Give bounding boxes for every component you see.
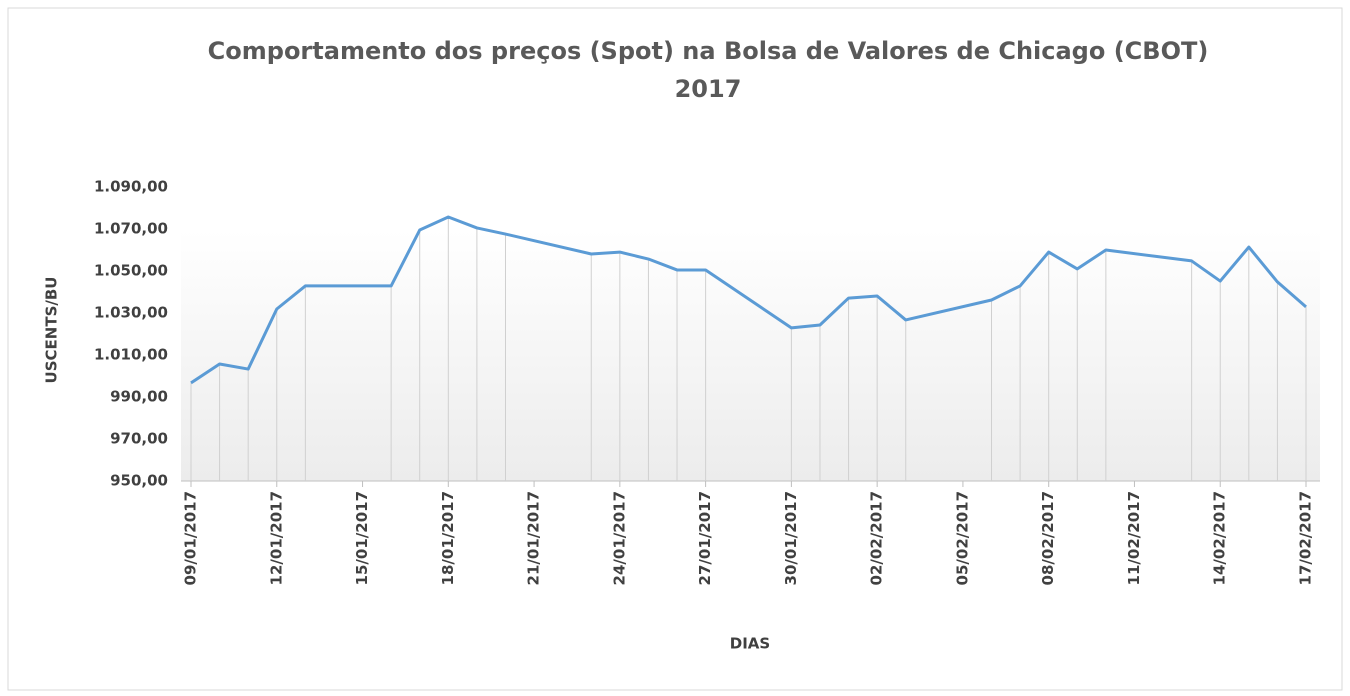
y-tick-label: 990,00 <box>110 388 168 406</box>
x-tick-label: 18/01/2017 <box>439 491 457 585</box>
x-tick-label: 11/02/2017 <box>1125 491 1143 585</box>
y-tick-label: 1.090,00 <box>94 178 168 196</box>
x-tick-label: 17/02/2017 <box>1297 491 1315 585</box>
x-axis-label: DIAS <box>730 635 770 653</box>
x-tick-label: 09/01/2017 <box>182 491 200 585</box>
x-tick-label: 14/02/2017 <box>1211 491 1229 585</box>
x-tick-label: 05/02/2017 <box>953 491 971 585</box>
y-tick-label: 1.030,00 <box>94 304 168 322</box>
y-tick-label: 950,00 <box>110 472 168 490</box>
y-tick-label: 1.010,00 <box>94 346 168 364</box>
chart-title: 2017 <box>675 75 742 103</box>
x-tick-label: 30/01/2017 <box>782 491 800 585</box>
plot-background <box>181 230 1320 481</box>
x-tick-label: 24/01/2017 <box>610 491 628 585</box>
x-tick-label: 08/02/2017 <box>1039 491 1057 585</box>
x-tick-label: 27/01/2017 <box>696 491 714 585</box>
x-tick-label: 02/02/2017 <box>868 491 886 585</box>
x-tick-label: 21/01/2017 <box>525 491 543 585</box>
y-tick-label: 970,00 <box>110 430 168 448</box>
price-line <box>190 215 1307 385</box>
x-tick-label: 15/01/2017 <box>353 491 371 585</box>
y-axis-label: USCENTS/BU <box>43 277 61 384</box>
y-tick-label: 1.050,00 <box>94 262 168 280</box>
y-tick-label: 1.070,00 <box>94 220 168 238</box>
x-tick-label: 12/01/2017 <box>267 491 285 585</box>
chart-title: Comportamento dos preços (Spot) na Bolsa… <box>208 37 1209 65</box>
